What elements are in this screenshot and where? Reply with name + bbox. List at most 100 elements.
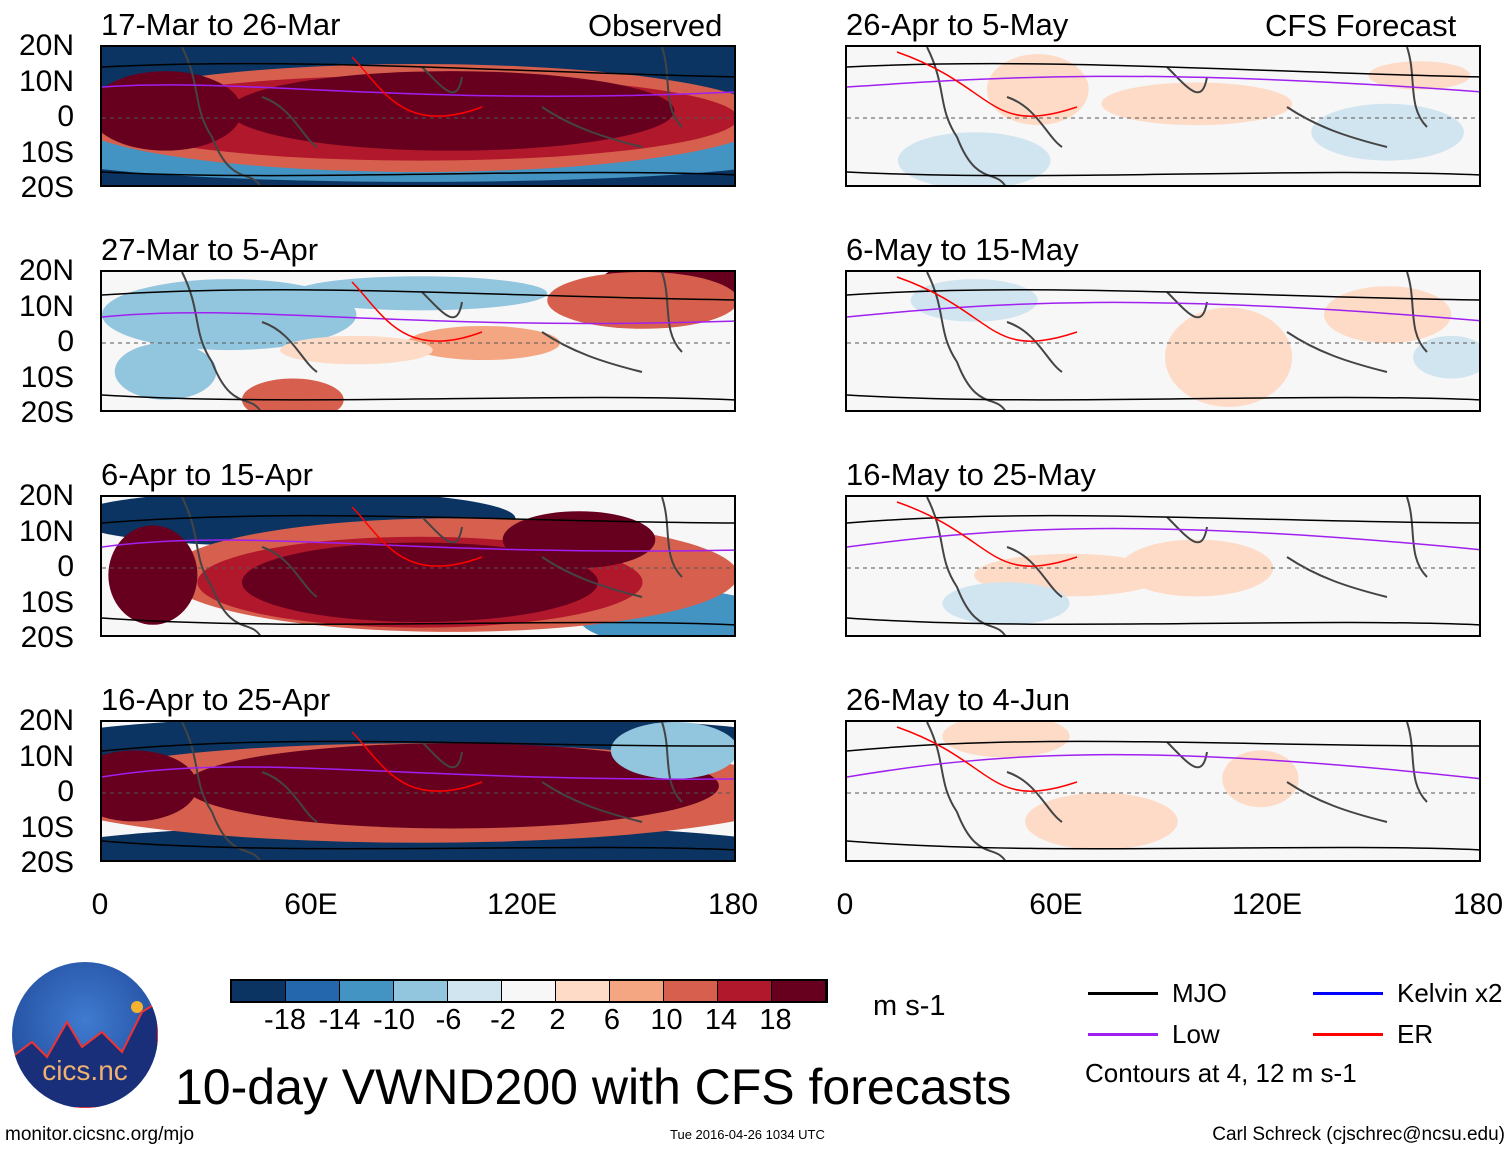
low-contour (102, 766, 734, 780)
coastline (926, 722, 1428, 860)
latitude-label: 10N (18, 514, 74, 548)
footer-timestamp: Tue 2016-04-26 1034 UTC (670, 1127, 825, 1142)
colorbar-tick-label: -18 (264, 1004, 306, 1036)
latitude-label: 0 (57, 325, 74, 358)
forecast-header: CFS Forecast (1265, 8, 1457, 43)
mjo-contour (847, 514, 1479, 626)
coastline (181, 497, 683, 635)
er-contour (896, 51, 1078, 117)
longitude-label: 0 (91, 888, 109, 921)
colorbar-swatch (610, 981, 664, 1001)
wind-anomaly-region (1120, 539, 1274, 597)
mjo-contour (102, 740, 734, 851)
forecast-map-panel (845, 495, 1481, 637)
er-contour (896, 726, 1078, 792)
cicsnc-logo: cics.nc (12, 962, 158, 1108)
wind-anomaly-region (229, 71, 675, 151)
wind-anomaly-region (897, 132, 1051, 185)
wind-anomaly-region (1311, 103, 1464, 161)
observed-header: Observed (588, 8, 723, 43)
low-contour (102, 311, 734, 325)
colorbar-swatch (502, 981, 556, 1001)
forecast-map-panel (845, 45, 1481, 187)
legend-line (1088, 992, 1158, 995)
wind-anomaly-region (502, 511, 656, 568)
longitude-label: 60E (1029, 888, 1083, 921)
longitude-label: 180 (1452, 888, 1504, 921)
er-contour (896, 276, 1078, 342)
low-contour (847, 75, 1479, 93)
latitude-label: 20N (18, 254, 74, 287)
observed-map-panel (100, 270, 736, 412)
longitude-label: 0 (836, 888, 854, 921)
latitude-label: 20S (20, 846, 74, 879)
legend-label: Kelvin x2 (1397, 978, 1503, 1008)
coastline (926, 497, 1428, 635)
mjo-contour (102, 62, 734, 177)
forecast-map-panel (845, 270, 1481, 412)
low-contour (102, 539, 734, 552)
longitude-label: 120E (1231, 888, 1303, 921)
wind-anomaly-region (942, 582, 1070, 625)
er-contour (351, 506, 483, 567)
latitude-label: 10S (20, 135, 74, 169)
low-contour (847, 753, 1479, 780)
colorbar-tick-label: 2 (549, 1004, 566, 1036)
wind-anomaly-region (108, 525, 198, 625)
panel-title: 6-May to 15-May (846, 232, 1079, 267)
wind-anomaly-region (102, 750, 198, 822)
latitude-label: 10N (18, 739, 74, 773)
panel-title: 26-May to 4-Jun (846, 682, 1070, 717)
mjo-contour (102, 289, 734, 401)
colorbar-units: m s-1 (873, 990, 946, 1022)
coastline (926, 47, 1428, 185)
latitude-label: 10N (18, 289, 74, 323)
colorbar-swatch (556, 981, 610, 1001)
panel-title: 6-Apr to 15-Apr (101, 457, 313, 492)
panel-title: 26-Apr to 5-May (846, 7, 1069, 42)
wind-anomaly-region (241, 378, 344, 410)
wind-anomaly-region (114, 343, 217, 400)
er-contour (351, 281, 483, 342)
legend-label: MJO (1172, 978, 1227, 1008)
latitude-label: 10S (20, 360, 74, 394)
footer-author: Carl Schreck (cjschrec@ncsu.edu) (1212, 1124, 1505, 1145)
colorbar-tick-label: 18 (759, 1004, 792, 1036)
coastline (926, 272, 1428, 410)
longitude-label: 180 (707, 888, 759, 921)
legend-item: Low (1088, 1019, 1220, 1050)
latitude-label: 20S (20, 621, 74, 654)
legend-line (1088, 1033, 1158, 1036)
mjo-contour (847, 740, 1479, 851)
latitude-label: 20S (20, 171, 74, 204)
wind-anomaly-region (986, 54, 1089, 126)
colorbar (230, 979, 828, 1003)
colorbar-swatch (448, 981, 502, 1001)
wind-anomaly-region (910, 279, 1038, 322)
wind-anomaly-region (1025, 793, 1178, 850)
low-contour (102, 84, 734, 98)
colorbar-tick-label: 10 (650, 1004, 683, 1036)
legend-item: Kelvin x2 (1313, 978, 1503, 1009)
wind-anomaly-region (1413, 335, 1479, 379)
svg-text:cics.nc: cics.nc (42, 1055, 128, 1086)
wind-anomaly-region (102, 279, 357, 351)
er-contour (351, 56, 483, 117)
observed-map-panel (100, 720, 736, 862)
wind-anomaly-region (280, 335, 433, 365)
latitude-label: 20N (18, 479, 74, 512)
colorbar-tick-label: -6 (435, 1004, 462, 1036)
contour-note: Contours at 4, 12 m s-1 (1085, 1058, 1357, 1088)
latitude-label: 20S (20, 396, 74, 429)
latitude-label: 10N (18, 64, 74, 98)
panel-title: 16-Apr to 25-Apr (101, 682, 331, 717)
low-contour (847, 527, 1479, 551)
figure-title: 10-day VWND200 with CFS forecasts (175, 1059, 1012, 1115)
legend-line (1313, 1033, 1383, 1036)
colorbar-tick-label: -2 (490, 1004, 516, 1036)
wind-anomaly-region (1165, 307, 1293, 407)
forecast-map-panel (845, 720, 1481, 862)
latitude-label: 10S (20, 810, 74, 844)
footer-url[interactable]: monitor.cicsnc.org/mjo (5, 1124, 195, 1145)
wind-anomaly-region (547, 272, 734, 329)
